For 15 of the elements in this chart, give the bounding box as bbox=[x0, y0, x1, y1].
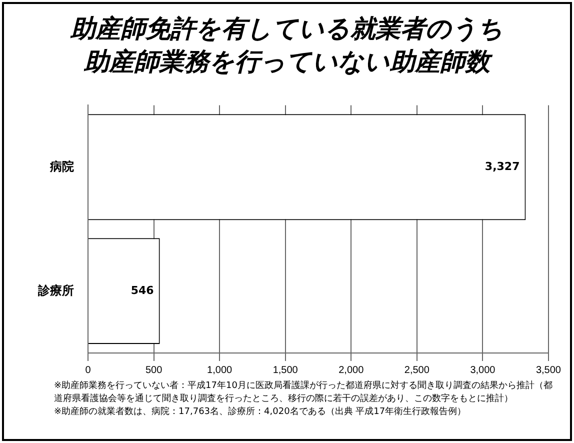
x-tick-label: 1,000 bbox=[207, 364, 233, 376]
text: ※助産師の就業者数は、病院：17,763名、診療所：4,020名である（出典 平成17年衛生行政報告例） bbox=[54, 406, 468, 419]
x-tick-label: 0 bbox=[85, 364, 92, 376]
data-label: 546 bbox=[130, 284, 154, 297]
text: ※助産師業務を行っていない者：平成17年10月に医政局看護課が行った都道府県に対する聞き取り調査の結果から推計（都道府県看護協会等を通じて聞き取り調査を行ったところ、移行の際に若干の誤差があり、この数字をもとに推計） bbox=[54, 380, 554, 406]
y-tick-label: 診療所 bbox=[37, 283, 74, 298]
y-tick-label: 病院 bbox=[49, 159, 74, 174]
x-tick-label: 2,000 bbox=[338, 364, 364, 376]
x-tick-label: 1,500 bbox=[272, 364, 298, 376]
x-tick-label: 3,000 bbox=[470, 364, 496, 376]
x-tick-label: 3,500 bbox=[536, 364, 562, 376]
x-tick-label: 500 bbox=[145, 364, 163, 376]
chart-title: 助産師免許を有している就業者のうち助産師業務を行っていない助産師数 bbox=[70, 13, 504, 78]
x-tick-label: 2,500 bbox=[404, 364, 430, 376]
data-label: 3,327 bbox=[484, 160, 520, 174]
